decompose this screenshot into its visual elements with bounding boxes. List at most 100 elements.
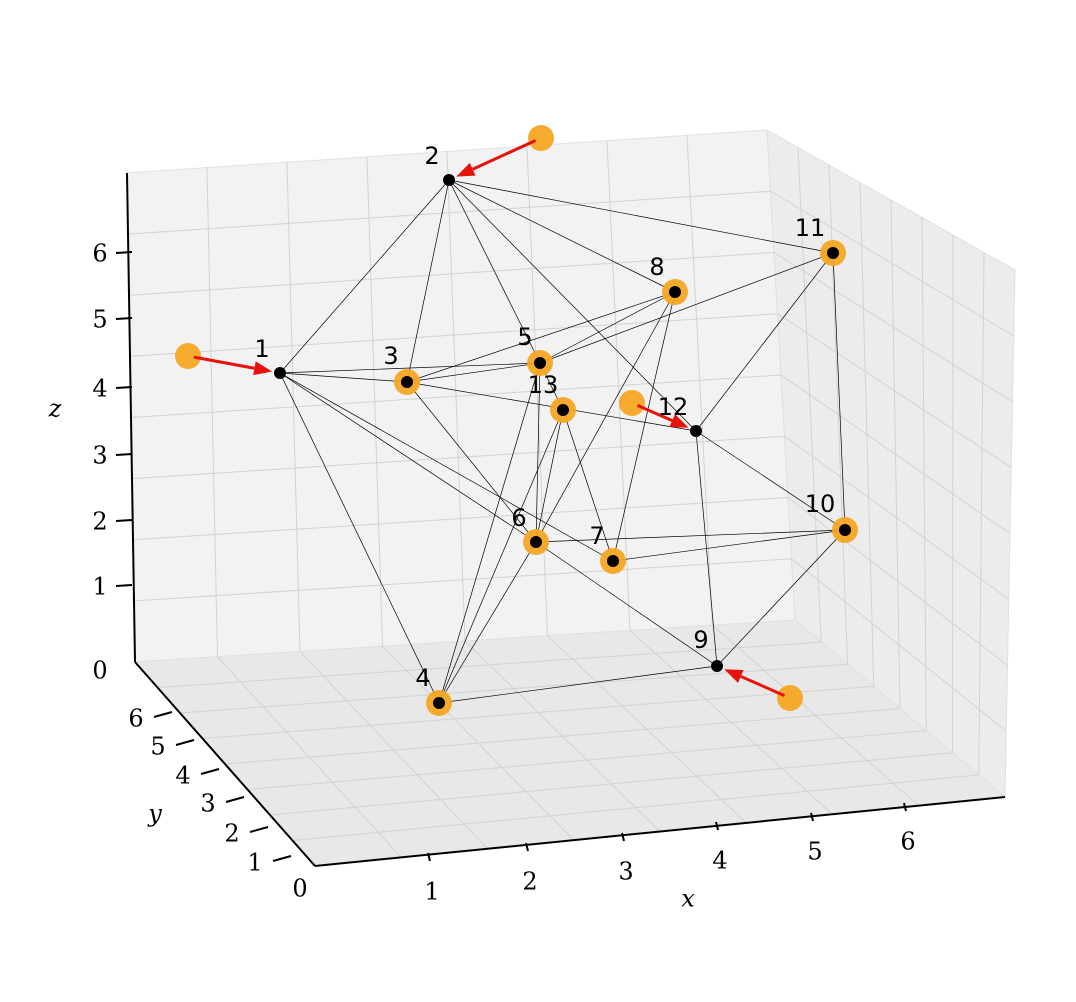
y-axis [134,661,316,867]
node [557,404,569,416]
node [839,524,851,536]
grid-line [292,774,979,841]
grid [127,135,1015,858]
grid-line [130,374,782,418]
x-tick [715,821,719,831]
edge [695,430,846,531]
node-label: 9 [693,626,708,654]
edge [539,291,676,364]
node [711,660,723,672]
y-tick-label: 6 [128,705,143,733]
arrow [636,404,673,422]
grid-line [629,630,833,815]
edge [279,372,408,383]
grid-line [132,497,789,541]
target-marker [175,343,201,369]
node-label: 3 [383,342,398,370]
arrow-head [456,162,476,177]
y-label: y [147,800,162,828]
x-label: x [681,885,695,913]
y-tick [175,739,195,746]
grid-line [791,558,1007,732]
y-tick [200,768,220,775]
edge [539,252,834,364]
edge [438,541,537,704]
node-label: 1 [254,335,269,363]
z-tick [115,519,133,522]
y-tick-label: 2 [224,820,239,848]
edge [562,409,614,562]
edge [279,372,537,543]
x-tick [810,812,814,822]
node-label: 5 [517,323,532,351]
edge [535,529,846,543]
arrow-head [253,361,273,376]
y-tick [153,711,173,718]
node [433,697,445,709]
grid-line [921,217,927,731]
edge [406,381,537,543]
edge [279,179,450,374]
y-tick [225,796,245,803]
grid-line [780,374,1011,534]
y-tick [272,855,292,862]
edge [279,372,440,704]
x-tick [427,852,431,862]
z-tick [115,386,133,389]
node [530,536,542,548]
edge [695,430,718,667]
node-label: 11 [795,214,826,242]
z-axis [126,172,136,663]
grid-line [247,730,927,790]
node [443,174,455,186]
node [534,357,546,369]
edge [832,252,846,531]
edge [535,362,541,543]
x-tick [621,832,625,842]
z-tick-label: 3 [92,442,107,470]
x-tick-label: 1 [424,878,439,906]
arrow [740,675,786,697]
grid-line [712,624,920,807]
node-label: 7 [589,522,604,550]
x-tick-label: 5 [807,838,822,866]
node-label: 2 [424,142,439,170]
grid-line [606,140,631,631]
z-tick-label: 6 [92,240,107,268]
z-tick [115,453,133,456]
edge [612,529,846,562]
grid-line [787,497,1008,666]
y-tick [249,826,269,833]
x-tick-label: 3 [618,858,633,886]
y-tick-label: 5 [150,733,165,761]
x-tick-label: 6 [900,828,915,856]
grid-line [464,640,661,832]
y-tick-label: 0 [292,875,307,903]
z-tick-label: 5 [92,306,107,334]
edge [448,179,541,364]
grid-line [269,752,953,816]
y-tick-label: 3 [200,790,215,818]
target-marker [528,125,554,151]
edge [695,252,834,432]
grid-line [978,252,985,775]
edge [406,291,676,383]
edge [448,179,697,432]
z-tick [115,584,133,587]
node-label: 13 [528,371,559,399]
edge [438,665,718,704]
node [401,376,413,388]
node-label: 10 [805,490,836,518]
edge [535,291,676,543]
z-tick [115,251,133,254]
edge [406,362,541,383]
node-label: 6 [511,504,526,532]
z-label: z [48,395,62,423]
grid-line [131,435,785,480]
edge [279,372,614,562]
z-tick-label: 0 [92,657,107,685]
edge [448,179,834,254]
node [690,425,702,437]
